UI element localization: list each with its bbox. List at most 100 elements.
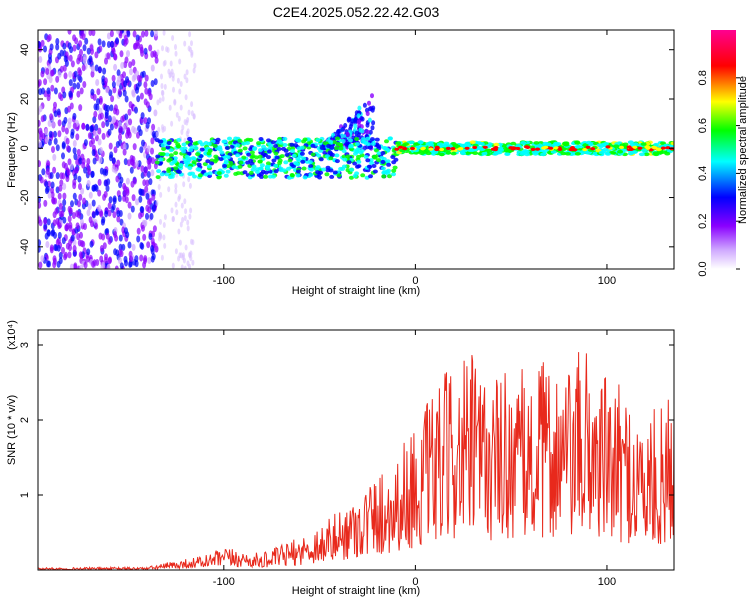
- spectral-cell: [125, 231, 130, 239]
- spectral-cell: [47, 191, 52, 199]
- spectral-cell: [349, 167, 355, 172]
- spectral-cell: [219, 150, 225, 155]
- spectral-cell: [428, 143, 435, 147]
- spectral-cell: [98, 66, 102, 74]
- spectral-cell: [134, 260, 139, 268]
- spectral-cell: [163, 242, 167, 249]
- spectral-cell: [106, 41, 111, 48]
- spectral-cell: [340, 126, 345, 132]
- spectral-cell: [61, 161, 66, 169]
- spectral-cell: [171, 262, 175, 269]
- spectral-cell: [59, 49, 64, 57]
- spectral-cell: [131, 74, 136, 82]
- spectral-cell: [144, 166, 148, 174]
- spectral-cell: [600, 142, 607, 147]
- spectral-cell: [79, 264, 84, 269]
- spectral-cell: [97, 189, 102, 197]
- spectral-cell: [132, 30, 137, 38]
- spectral-cell: [533, 141, 540, 145]
- spectral-cell: [354, 137, 360, 141]
- spectral-cell: [147, 162, 152, 170]
- spectral-cell: [357, 105, 362, 111]
- spectral-cell: [186, 225, 190, 232]
- spectral-cell: [70, 200, 74, 208]
- spectral-cell: [39, 176, 44, 184]
- spectral-cell: [464, 141, 471, 146]
- spectral-cell: [169, 60, 173, 67]
- spectral-cell: [127, 212, 132, 220]
- spectral-cell: [104, 111, 109, 119]
- spectral-cell: [150, 255, 155, 263]
- spectral-cell: [284, 152, 290, 157]
- spectral-cell: [68, 54, 73, 62]
- spectral-cell: [57, 70, 62, 78]
- spectral-cell: [145, 179, 150, 187]
- spectral-cell: [112, 211, 117, 219]
- spectral-cell: [314, 166, 320, 171]
- snr-frame: [37, 329, 675, 571]
- spectral-cell: [44, 187, 49, 195]
- spectral-cell: [520, 141, 527, 145]
- spectral-cell: [48, 76, 53, 84]
- spectral-peak: [645, 146, 651, 150]
- spectral-cell: [353, 123, 358, 129]
- spectral-cell: [327, 150, 333, 155]
- spectral-cell: [140, 112, 145, 120]
- spectral-cell: [94, 123, 99, 131]
- spectral-cell: [195, 152, 201, 157]
- spectral-cell: [627, 140, 634, 144]
- spectral-peak: [535, 147, 541, 151]
- spectral-cell: [148, 44, 153, 52]
- spectral-cell: [38, 88, 43, 96]
- spectral-cell: [163, 59, 167, 66]
- spectral-cell: [146, 171, 151, 178]
- spectral-cell: [156, 169, 162, 174]
- spectral-cell: [51, 121, 56, 129]
- spectral-cell: [352, 173, 358, 178]
- spectral-cell: [86, 179, 91, 187]
- spectral-cell: [360, 173, 366, 178]
- spectral-cell: [114, 265, 119, 269]
- spectral-cell: [139, 254, 144, 262]
- spectral-cell: [150, 169, 155, 177]
- spectral-cell: [90, 220, 94, 228]
- spectral-cell: [391, 172, 396, 177]
- spectral-cell: [49, 246, 54, 254]
- spectral-cell: [307, 160, 313, 165]
- spectral-cell: [105, 86, 110, 94]
- spectral-cell: [310, 143, 316, 148]
- spectral-cell: [381, 174, 387, 179]
- spectral-cell: [78, 157, 83, 165]
- spectral-cell: [147, 157, 152, 165]
- spectral-cell: [76, 148, 81, 156]
- spectral-cell: [130, 180, 135, 188]
- spectral-cell: [348, 175, 354, 180]
- spectral-cell: [75, 210, 80, 218]
- spectral-cell: [74, 166, 79, 174]
- spectral-peak: [628, 147, 634, 151]
- spectral-cell: [340, 166, 346, 171]
- spectral-cell: [124, 196, 129, 204]
- spectral-cell: [43, 217, 48, 225]
- spectral-cell: [617, 149, 624, 154]
- spectral-cell: [46, 218, 51, 226]
- spectral-peak: [420, 147, 426, 151]
- spectral-cell: [119, 50, 124, 58]
- spectral-cell: [120, 115, 125, 123]
- spectral-cell: [334, 159, 340, 164]
- spectral-cell: [289, 173, 295, 177]
- spectral-cell: [113, 63, 118, 71]
- spectral-peak: [434, 145, 440, 150]
- spectral-cell: [109, 104, 114, 112]
- narrow-band: [393, 140, 674, 157]
- spectral-cell: [472, 151, 479, 155]
- spectral-cell: [52, 219, 57, 227]
- spectral-cell: [104, 57, 108, 65]
- spectral-cell: [66, 145, 70, 152]
- y-tick-label: 20: [19, 93, 31, 105]
- spectral-cell: [107, 202, 112, 210]
- spectral-cell: [90, 171, 95, 178]
- spectral-cell: [308, 164, 314, 169]
- spectral-cell: [141, 139, 145, 147]
- spectral-cell: [664, 151, 671, 156]
